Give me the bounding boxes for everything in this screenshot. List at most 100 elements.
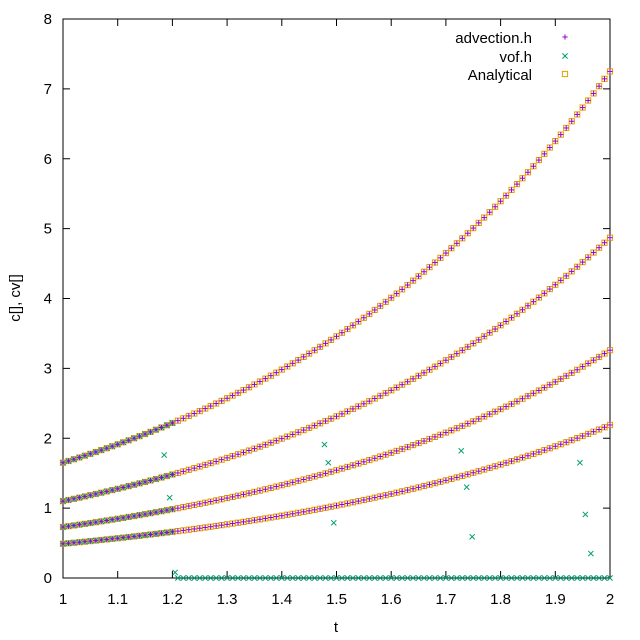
advection-point xyxy=(443,477,449,483)
advection-point xyxy=(224,495,230,501)
advection-point xyxy=(525,453,531,459)
vof-zero-point xyxy=(415,575,422,581)
advection-point xyxy=(503,318,509,325)
advection-point xyxy=(93,449,99,455)
advection-point xyxy=(147,477,154,484)
advection-point xyxy=(240,491,247,498)
advection-point xyxy=(350,499,356,505)
advection-point xyxy=(191,465,197,471)
advection-point xyxy=(377,453,383,460)
advection-point xyxy=(394,384,400,391)
advection-point xyxy=(262,515,268,522)
advection-point xyxy=(164,473,170,479)
advection-point xyxy=(574,264,580,270)
x-tick-label: 1.4 xyxy=(271,591,292,608)
advection-point xyxy=(580,259,586,265)
advection-point xyxy=(585,97,591,104)
advection-point xyxy=(339,501,345,508)
vof-zero-point xyxy=(563,575,570,581)
advection-point xyxy=(558,131,564,138)
advection-point xyxy=(268,514,274,521)
vof-zero-point xyxy=(590,575,597,581)
advection-point xyxy=(213,458,219,465)
vof-zero-point xyxy=(524,575,531,581)
advection-point xyxy=(361,459,367,465)
advection-point xyxy=(175,528,181,534)
advection-point xyxy=(426,367,433,373)
advection-point xyxy=(558,376,564,382)
advection-point xyxy=(492,409,498,415)
advection-point xyxy=(492,204,498,210)
advection-point xyxy=(317,506,323,512)
advection-point xyxy=(268,440,274,446)
advection-point xyxy=(552,379,558,385)
advection-point xyxy=(465,230,471,236)
vof-zero-point xyxy=(202,575,209,581)
advection-point xyxy=(487,465,493,471)
advection-point xyxy=(257,516,263,522)
advection-point xyxy=(476,468,482,474)
advection-point xyxy=(339,465,345,472)
advection-point xyxy=(322,505,329,511)
advection-point xyxy=(366,457,372,463)
advection-point xyxy=(448,476,454,482)
vof-zero-point xyxy=(300,575,307,581)
advection-point xyxy=(213,523,219,529)
advection-point xyxy=(508,401,515,407)
advection-point xyxy=(405,487,411,493)
advection-point xyxy=(229,520,236,527)
advection-point xyxy=(317,420,323,426)
advection-point xyxy=(448,427,454,434)
advection-point xyxy=(197,463,203,470)
advection-point xyxy=(607,347,613,353)
x-tick-label: 1 xyxy=(59,591,67,608)
advection-point xyxy=(317,344,323,350)
advection-point xyxy=(169,506,175,512)
vof-zero-point xyxy=(388,575,395,581)
x-tick-label: 1.1 xyxy=(107,591,128,608)
vof-zero-point xyxy=(295,575,302,581)
advection-point xyxy=(437,479,444,485)
advection-point xyxy=(372,395,378,402)
vof-zero-point xyxy=(421,575,427,581)
vof-zero-point xyxy=(289,575,296,581)
advection-point xyxy=(487,411,493,417)
y-tick-label: 5 xyxy=(44,221,52,238)
advection-point xyxy=(454,351,460,357)
advection-point xyxy=(366,398,372,404)
advection-point xyxy=(590,249,597,256)
advection-point xyxy=(607,68,613,75)
vof-zero-point xyxy=(508,575,515,581)
vof-zero-point xyxy=(235,575,241,581)
advection-point xyxy=(361,315,367,321)
vof-zero-point xyxy=(174,575,181,581)
advection-point xyxy=(448,354,454,360)
advection-point xyxy=(202,405,208,412)
advection-point xyxy=(197,408,203,414)
advection-point xyxy=(65,497,72,503)
advection-point xyxy=(60,498,66,504)
vof-zero-point xyxy=(366,575,373,581)
advection-point xyxy=(306,350,312,357)
advection-point xyxy=(126,483,132,489)
advection-point xyxy=(601,350,608,357)
advection-point xyxy=(136,533,143,539)
advection-point xyxy=(301,509,307,515)
advection-point xyxy=(268,373,274,379)
advection-point xyxy=(399,446,405,452)
advection-point xyxy=(246,384,252,390)
advection-point xyxy=(487,330,493,336)
x-tick-label: 2 xyxy=(606,591,614,608)
advection-point xyxy=(87,492,93,498)
advection-point xyxy=(585,431,591,437)
advection-point xyxy=(541,151,547,157)
advection-point xyxy=(366,311,372,317)
advection-point xyxy=(432,364,438,370)
advection-point xyxy=(541,290,547,296)
advection-point xyxy=(530,451,537,457)
advection-point xyxy=(186,527,192,533)
x-tick-label: 1.7 xyxy=(435,591,456,608)
advection-point xyxy=(104,488,110,495)
advection-point xyxy=(306,508,312,514)
y-axis-label: c[], cv[] xyxy=(7,274,24,322)
